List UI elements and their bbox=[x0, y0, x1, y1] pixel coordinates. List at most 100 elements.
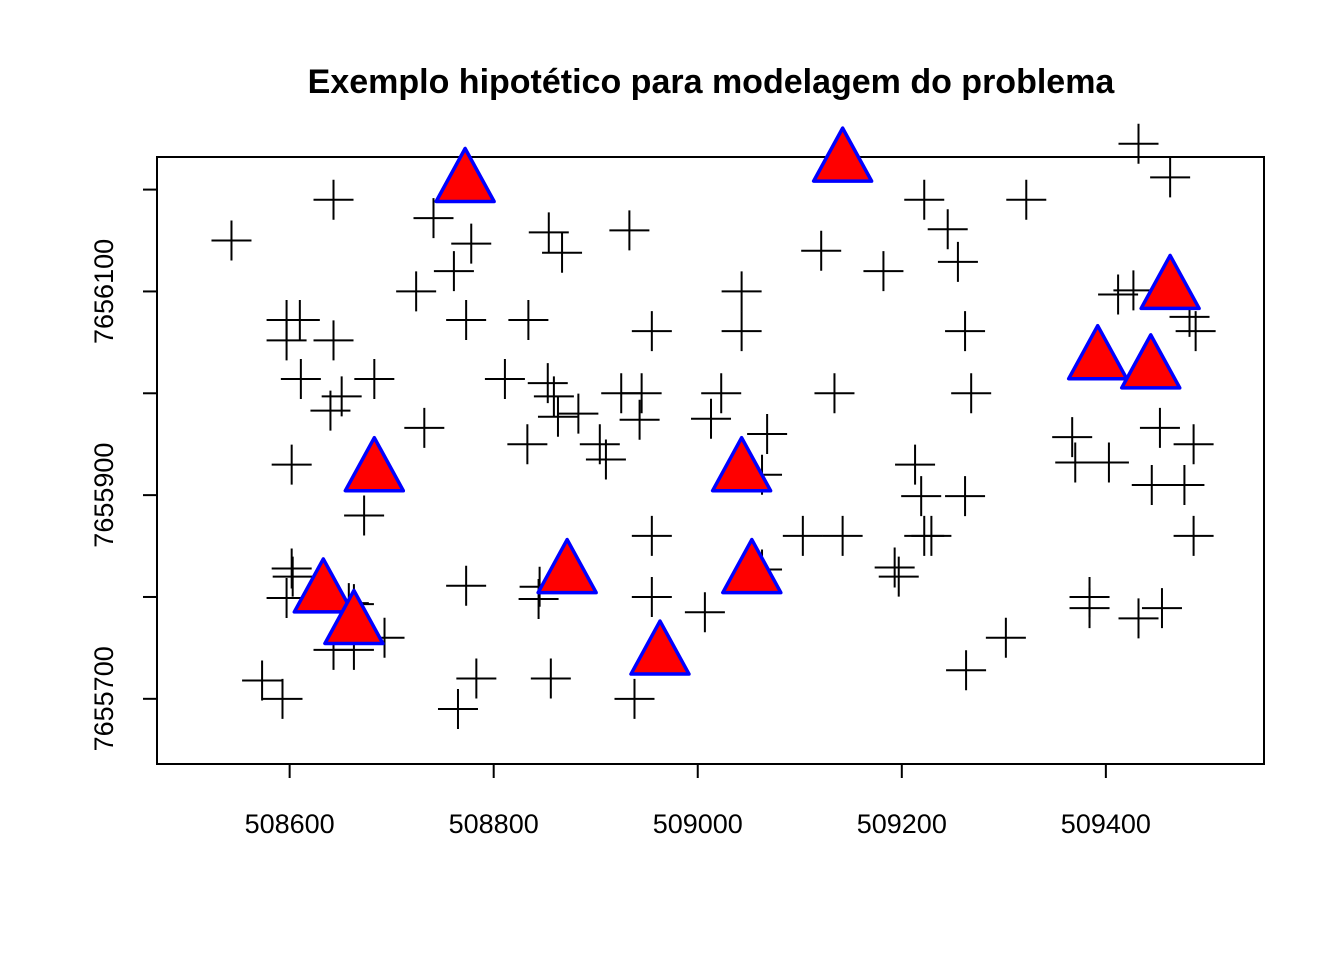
plus-marker bbox=[272, 556, 313, 597]
plus-marker bbox=[446, 299, 487, 340]
triangle-marker bbox=[629, 619, 691, 676]
plus-marker bbox=[456, 658, 497, 699]
plus-marker bbox=[310, 390, 351, 431]
x-axis: 508600 508800 509000 509200 509400 bbox=[245, 763, 1151, 839]
triangle-marker bbox=[434, 146, 496, 204]
x-tick-label: 509400 bbox=[1061, 809, 1151, 839]
plus-marker bbox=[619, 399, 660, 440]
plus-marker bbox=[863, 251, 904, 292]
plus-marker bbox=[585, 439, 626, 480]
plus-marker bbox=[404, 407, 445, 448]
plus-marker bbox=[530, 658, 571, 699]
plus-marker bbox=[354, 359, 395, 400]
plus-marker bbox=[446, 565, 487, 606]
plus-marker bbox=[1173, 515, 1214, 556]
plus-markers bbox=[211, 123, 1216, 730]
chart-title: Exemplo hipotético para modelagem do pro… bbox=[308, 63, 1116, 101]
plus-marker bbox=[904, 179, 945, 220]
plus-marker bbox=[266, 320, 307, 361]
plus-marker bbox=[814, 373, 855, 414]
plus-marker bbox=[533, 376, 574, 417]
plus-marker bbox=[631, 576, 672, 617]
plus-marker bbox=[507, 424, 548, 465]
plus-marker bbox=[279, 299, 320, 340]
y-tick-label: 7656100 bbox=[89, 239, 119, 344]
plus-marker bbox=[1150, 157, 1191, 198]
plus-marker bbox=[927, 209, 968, 250]
triangle-marker bbox=[343, 435, 406, 493]
plus-marker bbox=[874, 547, 915, 588]
plus-marker bbox=[437, 689, 478, 730]
plus-marker bbox=[822, 515, 863, 556]
x-tick-label: 509000 bbox=[653, 809, 743, 839]
plus-marker bbox=[1141, 588, 1182, 629]
plus-marker bbox=[937, 241, 978, 282]
plus-marker bbox=[579, 424, 620, 465]
plus-marker bbox=[542, 232, 583, 273]
plus-marker bbox=[945, 476, 986, 517]
plus-marker bbox=[782, 515, 823, 556]
plus-marker bbox=[701, 373, 742, 414]
plus-marker bbox=[631, 311, 672, 352]
triangle-marker bbox=[323, 588, 385, 646]
triangle-marker bbox=[710, 435, 773, 493]
x-tick-label: 509200 bbox=[857, 809, 947, 839]
plus-marker bbox=[609, 210, 650, 251]
plus-marker bbox=[508, 299, 549, 340]
plus-marker bbox=[313, 320, 354, 361]
plus-marker bbox=[684, 592, 725, 633]
plus-marker bbox=[1098, 274, 1139, 315]
plus-marker bbox=[691, 398, 732, 439]
triangle-marker bbox=[1066, 323, 1129, 381]
triangle-marker bbox=[721, 537, 783, 595]
plus-marker bbox=[413, 198, 454, 239]
triangle-marker bbox=[292, 557, 355, 614]
plus-marker bbox=[537, 396, 578, 437]
plus-marker bbox=[721, 271, 762, 312]
plus-marker bbox=[484, 359, 525, 400]
plus-marker bbox=[1173, 424, 1214, 465]
plus-marker bbox=[895, 444, 936, 485]
plus-marker bbox=[211, 220, 252, 261]
plus-marker bbox=[1118, 123, 1159, 164]
plus-marker bbox=[614, 678, 655, 719]
plus-marker bbox=[878, 556, 919, 597]
plot-frame bbox=[156, 156, 1265, 765]
plus-marker bbox=[1006, 179, 1047, 220]
triangle-marker bbox=[811, 126, 874, 183]
plus-marker bbox=[1164, 464, 1205, 505]
plus-marker bbox=[621, 373, 662, 414]
plus-marker bbox=[280, 359, 321, 400]
x-tick-label: 508800 bbox=[449, 809, 539, 839]
triangle-marker bbox=[1119, 333, 1182, 390]
plus-marker bbox=[901, 476, 942, 517]
plus-marker bbox=[518, 579, 559, 620]
plus-marker bbox=[528, 212, 569, 253]
plus-marker bbox=[747, 414, 788, 455]
plus-marker bbox=[1113, 270, 1154, 311]
plus-marker bbox=[558, 393, 599, 434]
plus-marker bbox=[946, 650, 987, 691]
plus-marker bbox=[344, 495, 385, 536]
plus-marker bbox=[313, 179, 354, 220]
triangle-marker bbox=[1139, 253, 1201, 311]
plus-marker bbox=[801, 230, 842, 271]
plus-marker bbox=[451, 223, 492, 264]
y-tick-label: 7655700 bbox=[89, 646, 119, 751]
plus-marker bbox=[271, 444, 312, 485]
plus-marker bbox=[911, 515, 952, 556]
plus-marker bbox=[1118, 598, 1159, 639]
triangle-markers bbox=[292, 126, 1201, 676]
plus-marker bbox=[396, 271, 437, 312]
plus-marker bbox=[1055, 442, 1096, 483]
plus-marker bbox=[266, 577, 307, 618]
plus-marker bbox=[271, 548, 312, 589]
y-axis: 7655700 7655900 7656100 bbox=[89, 188, 158, 751]
plus-marker bbox=[1175, 311, 1216, 352]
plus-marker bbox=[242, 660, 283, 701]
triangle-marker bbox=[536, 537, 598, 595]
y-tick-label: 7655900 bbox=[89, 443, 119, 548]
plus-marker bbox=[951, 373, 992, 414]
plus-marker bbox=[1088, 442, 1129, 483]
